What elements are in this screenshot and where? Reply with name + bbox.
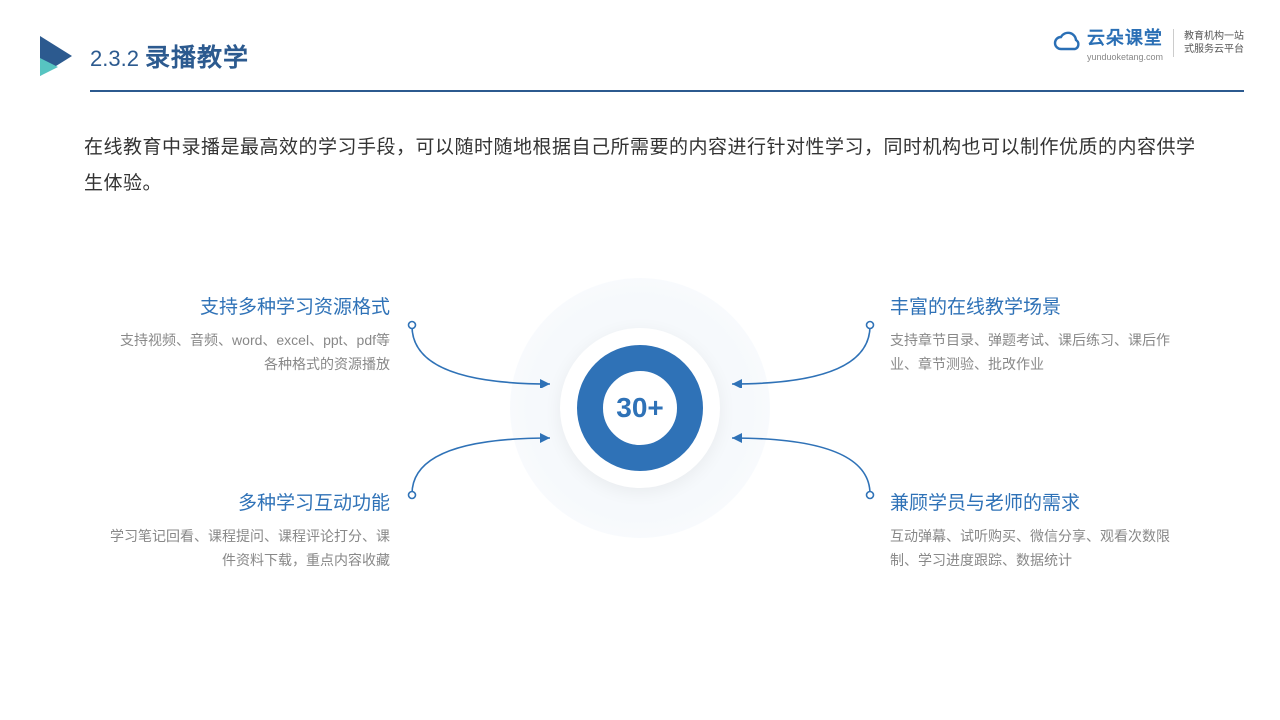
feature-bottom-left: 多种学习互动功能 学习笔记回看、课程提问、课程评论打分、课件资料下载，重点内容收… xyxy=(110,488,390,573)
brand-tagline-l2: 式服务云平台 xyxy=(1184,43,1244,56)
section-title: 录播教学 xyxy=(145,38,249,74)
play-icon xyxy=(36,36,76,76)
brand-domain: yunduoketang.com xyxy=(1087,52,1163,62)
cloud-icon xyxy=(1053,31,1083,55)
title-underline xyxy=(90,90,1244,92)
brand-tagline: 教育机构一站 式服务云平台 xyxy=(1184,30,1244,56)
ring-value: 30+ xyxy=(616,392,664,424)
brand-separator xyxy=(1173,29,1174,57)
brand-block: 云朵课堂 yunduoketang.com 教育机构一站 式服务云平台 xyxy=(1053,24,1244,62)
feature-desc: 支持视频、音频、word、excel、ppt、pdf等各种格式的资源播放 xyxy=(110,329,390,377)
brand-logo: 云朵课堂 yunduoketang.com xyxy=(1053,24,1163,62)
feature-title: 丰富的在线教学场景 xyxy=(890,292,1170,319)
feature-top-left: 支持多种学习资源格式 支持视频、音频、word、excel、ppt、pdf等各种… xyxy=(110,292,390,377)
brand-name: 云朵课堂 xyxy=(1087,24,1163,50)
feature-desc: 学习笔记回看、课程提问、课程评论打分、课件资料下载，重点内容收藏 xyxy=(110,525,390,573)
feature-bottom-right: 兼顾学员与老师的需求 互动弹幕、试听购买、微信分享、观看次数限制、学习进度跟踪、… xyxy=(890,488,1170,573)
feature-top-right: 丰富的在线教学场景 支持章节目录、弹题考试、课后练习、课后作业、章节测验、批改作… xyxy=(890,292,1170,377)
title-row: 2.3.2 录播教学 xyxy=(90,38,249,74)
intro-paragraph: 在线教育中录播是最高效的学习手段，可以随时随地根据自己所需要的内容进行针对性学习… xyxy=(84,130,1196,202)
center-ring: 30+ xyxy=(510,278,770,538)
feature-title: 多种学习互动功能 xyxy=(110,488,390,515)
feature-title: 兼顾学员与老师的需求 xyxy=(890,488,1170,515)
brand-tagline-l1: 教育机构一站 xyxy=(1184,30,1244,43)
feature-title: 支持多种学习资源格式 xyxy=(110,292,390,319)
section-number: 2.3.2 xyxy=(90,46,139,72)
feature-desc: 支持章节目录、弹题考试、课后练习、课后作业、章节测验、批改作业 xyxy=(890,329,1170,377)
feature-desc: 互动弹幕、试听购买、微信分享、观看次数限制、学习进度跟踪、数据统计 xyxy=(890,525,1170,573)
